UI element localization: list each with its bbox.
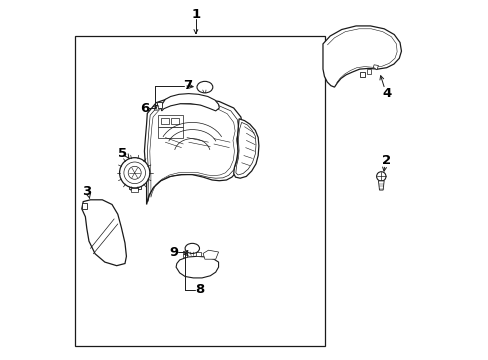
Polygon shape xyxy=(203,250,218,259)
Polygon shape xyxy=(182,253,186,257)
Polygon shape xyxy=(144,97,242,204)
Text: 3: 3 xyxy=(82,185,91,198)
Polygon shape xyxy=(196,252,200,256)
Text: 9: 9 xyxy=(169,246,179,258)
Text: 5: 5 xyxy=(118,147,127,159)
Polygon shape xyxy=(157,102,162,108)
Bar xyxy=(75,36,325,346)
Polygon shape xyxy=(131,188,138,192)
Ellipse shape xyxy=(197,81,212,93)
Text: 8: 8 xyxy=(195,283,203,296)
Text: 1: 1 xyxy=(191,8,200,21)
Polygon shape xyxy=(154,106,159,110)
Polygon shape xyxy=(81,200,126,266)
Polygon shape xyxy=(233,119,258,178)
Polygon shape xyxy=(161,118,168,124)
Polygon shape xyxy=(322,26,401,87)
Polygon shape xyxy=(170,118,179,124)
Polygon shape xyxy=(81,203,87,209)
Ellipse shape xyxy=(120,158,149,188)
Text: 7: 7 xyxy=(183,79,192,92)
Polygon shape xyxy=(158,127,183,138)
Ellipse shape xyxy=(123,162,145,184)
Polygon shape xyxy=(128,183,141,189)
Text: 6: 6 xyxy=(140,102,149,114)
Polygon shape xyxy=(373,65,378,70)
Ellipse shape xyxy=(185,243,199,253)
Polygon shape xyxy=(366,69,370,74)
Polygon shape xyxy=(158,115,183,127)
Ellipse shape xyxy=(376,172,385,181)
Text: 2: 2 xyxy=(381,154,390,167)
Polygon shape xyxy=(378,181,384,190)
Polygon shape xyxy=(176,256,218,278)
Polygon shape xyxy=(161,94,219,111)
Text: 4: 4 xyxy=(382,87,391,100)
Polygon shape xyxy=(359,72,365,77)
Ellipse shape xyxy=(128,166,141,179)
